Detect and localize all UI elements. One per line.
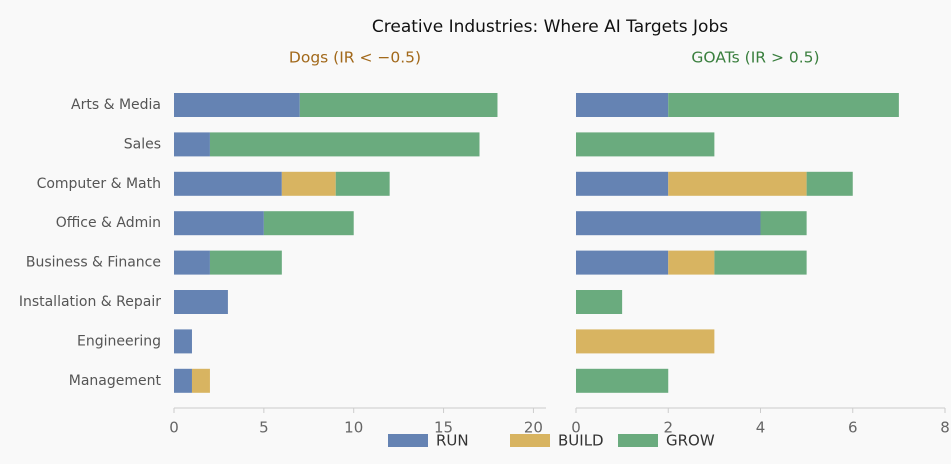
x-tick-label: 10: [344, 419, 363, 437]
bar-segment: [806, 171, 853, 196]
bar-segment: [281, 171, 336, 196]
legend-swatch: [618, 434, 658, 447]
subplot-title: GOATs (IR > 0.5): [691, 49, 819, 67]
bar-segment: [760, 211, 807, 236]
bar-segment: [174, 132, 210, 157]
subplot-title: Dogs (IR < −0.5): [289, 49, 421, 67]
bar-segment: [174, 211, 264, 236]
bar-segment: [174, 171, 282, 196]
bar-segment: [174, 368, 192, 393]
x-tick-label: 5: [259, 419, 269, 437]
bar-segment: [191, 368, 210, 393]
bar-segment: [576, 132, 715, 157]
bar-segment: [299, 93, 498, 117]
category-label: Engineering: [77, 333, 161, 349]
x-tick-label: 15: [434, 419, 453, 437]
category-label: Sales: [124, 136, 161, 152]
legend-swatch: [510, 434, 550, 447]
x-tick-label: 8: [940, 419, 950, 437]
x-tick-label: 20: [524, 419, 543, 437]
bar-segment: [668, 250, 715, 275]
bar-segment: [668, 93, 899, 117]
bar-segment: [263, 211, 354, 236]
legend-label: GROW: [666, 432, 715, 450]
bar-segment: [576, 290, 623, 314]
bar-segment: [576, 250, 669, 275]
bar-segment: [174, 250, 210, 275]
x-tick-label: 6: [848, 419, 858, 437]
category-label: Business & Finance: [26, 255, 161, 271]
category-label: Computer & Math: [37, 176, 161, 192]
legend-label: BUILD: [558, 432, 604, 450]
bar-segment: [668, 171, 807, 196]
x-tick-label: 4: [756, 419, 766, 437]
bar-segment: [209, 250, 282, 275]
legend-swatch: [388, 434, 428, 447]
legend-label: RUN: [436, 432, 469, 450]
bar-segment: [576, 93, 669, 117]
category-label: Installation & Repair: [19, 294, 161, 310]
bar-segment: [209, 132, 480, 157]
chart-title: Creative Industries: Where AI Targets Jo…: [372, 17, 728, 37]
bar-segment: [174, 329, 192, 354]
category-label: Arts & Media: [71, 97, 161, 113]
x-tick-label: 0: [169, 419, 179, 437]
x-tick-label: 0: [571, 419, 581, 437]
bar-segment: [576, 368, 669, 393]
category-label: Management: [69, 373, 162, 389]
bar-segment: [335, 171, 390, 196]
category-label: Office & Admin: [56, 215, 161, 231]
bar-segment: [174, 290, 228, 314]
bar-segment: [714, 250, 807, 275]
x-tick-label: 2: [663, 419, 673, 437]
bar-segment: [174, 93, 300, 117]
bar-segment: [576, 171, 669, 196]
bar-segment: [576, 329, 715, 354]
bar-segment: [576, 211, 761, 236]
